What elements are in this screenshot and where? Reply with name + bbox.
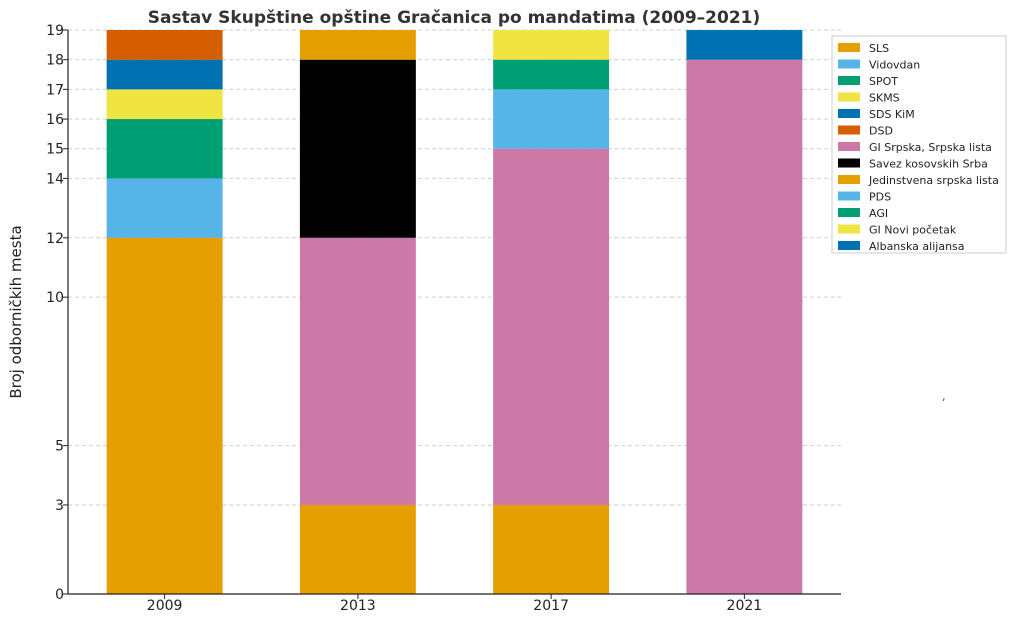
bar-segment — [299, 237, 416, 505]
x-tick-label: 2021 — [727, 598, 763, 614]
bar-segment — [493, 504, 610, 594]
legend-label: Jedinstvena srpska lista — [868, 174, 999, 187]
legend-swatch — [838, 241, 860, 250]
axes-layer — [67, 30, 841, 595]
legend-label: SDS KiM — [869, 108, 915, 121]
legend-swatch — [838, 224, 860, 234]
legend-label: GI Novi početak — [869, 224, 957, 237]
x-ticks: 2009 2013 2017 2021 — [147, 594, 762, 614]
legend-swatch — [838, 109, 860, 118]
legend-label: Savez kosovskih Srba — [869, 158, 988, 171]
legend-label: Vidovdan — [869, 59, 920, 72]
y-tick-label: 16 — [46, 112, 64, 128]
x-tick-label: 2017 — [533, 598, 569, 614]
legend-swatch — [838, 92, 860, 102]
legend-label: SKMS — [869, 92, 900, 105]
legend-swatch — [838, 175, 860, 184]
bar-segment — [299, 59, 416, 238]
bar-segment — [106, 30, 223, 60]
legend-swatch — [838, 191, 860, 201]
legend-swatch — [838, 43, 860, 52]
legend-swatch — [838, 125, 860, 135]
legend-label: Albanska alijansa — [869, 240, 965, 253]
legend-label: AGI — [869, 207, 888, 220]
bar-segment — [106, 59, 223, 90]
legend-swatch — [838, 76, 860, 85]
chart-title: Sastav Skupštine opštine Gračanica po ma… — [148, 8, 761, 28]
bar-segment — [106, 237, 223, 594]
stray-mark: , — [942, 390, 946, 403]
y-axis-label: Broj odborničkih mesta — [7, 225, 25, 398]
legend-label: DSD — [869, 125, 893, 138]
x-tick-label: 2009 — [147, 598, 183, 614]
y-tick-label: 18 — [46, 53, 64, 69]
bar-segment — [493, 148, 610, 505]
legend-label: GI Srpska, Srpska lista — [869, 141, 992, 154]
y-tick-label: 17 — [46, 82, 64, 98]
legend-swatch — [838, 142, 860, 151]
y-tick-label: 14 — [46, 171, 64, 187]
bar-segment — [299, 30, 416, 60]
legend: SLS Vidovdan SPOT SKMS SDS KiM DSD GI Srpska, … — [831, 35, 1007, 254]
y-tick-label: 5 — [55, 439, 64, 455]
y-tick-label: 3 — [55, 498, 64, 514]
bar-segment — [493, 89, 610, 149]
bar-segment — [106, 178, 223, 238]
legend-label: SPOT — [869, 75, 898, 88]
y-tick-label: 0 — [55, 587, 64, 603]
bar-segment — [686, 30, 803, 60]
bar-segment — [493, 30, 610, 60]
bar-segment — [299, 504, 416, 594]
legend-frame — [831, 35, 1007, 254]
bars-layer — [106, 30, 803, 595]
legend-swatch — [838, 59, 860, 69]
legend-swatch — [838, 208, 860, 217]
y-ticks: 0 3 5 10 12 14 15 16 17 18 19 — [46, 23, 68, 603]
legend-label: PDS — [869, 191, 891, 204]
y-tick-label: 10 — [46, 290, 64, 306]
x-tick-label: 2013 — [340, 598, 376, 614]
bar-segment — [106, 89, 223, 120]
bar-segment — [493, 59, 610, 90]
bar-segment — [106, 119, 223, 179]
y-tick-label: 15 — [46, 142, 64, 158]
legend-label: SLS — [869, 42, 889, 55]
y-tick-label: 12 — [46, 231, 64, 247]
legend-swatch — [838, 158, 860, 168]
bar-segment — [686, 59, 803, 595]
y-tick-label: 19 — [46, 23, 64, 39]
